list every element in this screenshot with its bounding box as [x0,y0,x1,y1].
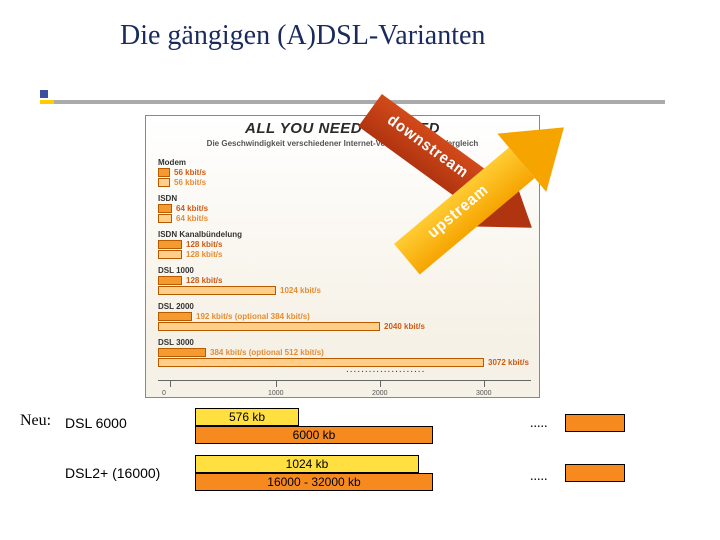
chart-tick [380,381,381,387]
chart-row-val-dn: 56 kbit/s [174,178,206,187]
chart-row-val-up: 64 kbit/s [176,204,208,213]
chart-row-bar-dn [158,322,380,331]
chart-row-bar-up [158,276,182,285]
chart-row-label: Modem [158,158,186,167]
chart-row-bar-dn [158,250,182,259]
chart-row-val-dn: 128 kbit/s [186,250,222,259]
chart-row-val-dn: 1024 kbit/s [280,286,321,295]
chart-row-bar-dn [158,286,276,295]
chart-row-val-dn: 2040 kbit/s [384,322,425,331]
legend-orange-1 [565,464,625,482]
chart-row-bar-up [158,204,172,213]
chart-row-val-up: 128 kbit/s [186,276,222,285]
neu-row-0-up-val: 576 kb [195,410,299,424]
chart-row-val-up: 384 kbit/s (optional 512 kbit/s) [210,348,324,357]
horizontal-rule [40,100,665,104]
ellipsis-0: ..... [530,416,548,432]
horizontal-rule-accent [40,100,54,104]
chart-tick [484,381,485,387]
bullet-square [40,90,48,98]
chart-tick [170,381,171,387]
chart-row-val-up: 128 kbit/s [186,240,222,249]
chart-tick [276,381,277,387]
neu-heading: Neu: [20,412,51,430]
chart-row-label: DSL 3000 [158,338,194,347]
chart-tick-label: 2000 [372,390,388,397]
chart-row-bar-dn [158,358,484,367]
chart-row-val-dn: 64 kbit/s [176,214,208,223]
chart-row-val-up: 56 kbit/s [174,168,206,177]
neu-row-label-1: DSL2+ (16000) [65,465,160,481]
chart-row-label: ISDN [158,194,177,203]
speed-chart: ALL YOU NEED IS SPEED Die Geschwindigkei… [145,115,540,398]
neu-row-0-dn-val: 6000 kb [195,428,433,442]
legend-orange-0 [565,414,625,432]
chart-row-label: DSL 2000 [158,302,194,311]
neu-row-1-dn-val: 16000 - 32000 kb [195,475,433,489]
chart-row-bar-up [158,240,182,249]
dots-under-chart: ..................... [346,364,425,375]
chart-tick-label: 1000 [268,390,284,397]
chart-title: ALL YOU NEED IS SPEED [146,120,539,137]
chart-row-bar-up [158,168,170,177]
chart-row-val-dn: 3072 kbit/s [488,358,529,367]
chart-x-axis [158,380,531,381]
chart-row-bar-dn [158,214,172,223]
chart-row-val-up: 192 kbit/s (optional 384 kbit/s) [196,312,310,321]
chart-tick-label: 0 [162,390,166,397]
chart-row-label: DSL 1000 [158,266,194,275]
chart-row-bar-up [158,312,192,321]
chart-row-bar-up [158,348,206,357]
chart-tick-label: 3000 [476,390,492,397]
chart-row-label: ISDN Kanalbündelung [158,230,242,239]
chart-row-bar-dn [158,178,170,187]
ellipsis-1: ..... [530,469,548,485]
neu-row-label-0: DSL 6000 [65,415,127,431]
neu-row-1-up-val: 1024 kb [195,457,419,471]
page-title: Die gängigen (A)DSL-Varianten [120,20,485,52]
